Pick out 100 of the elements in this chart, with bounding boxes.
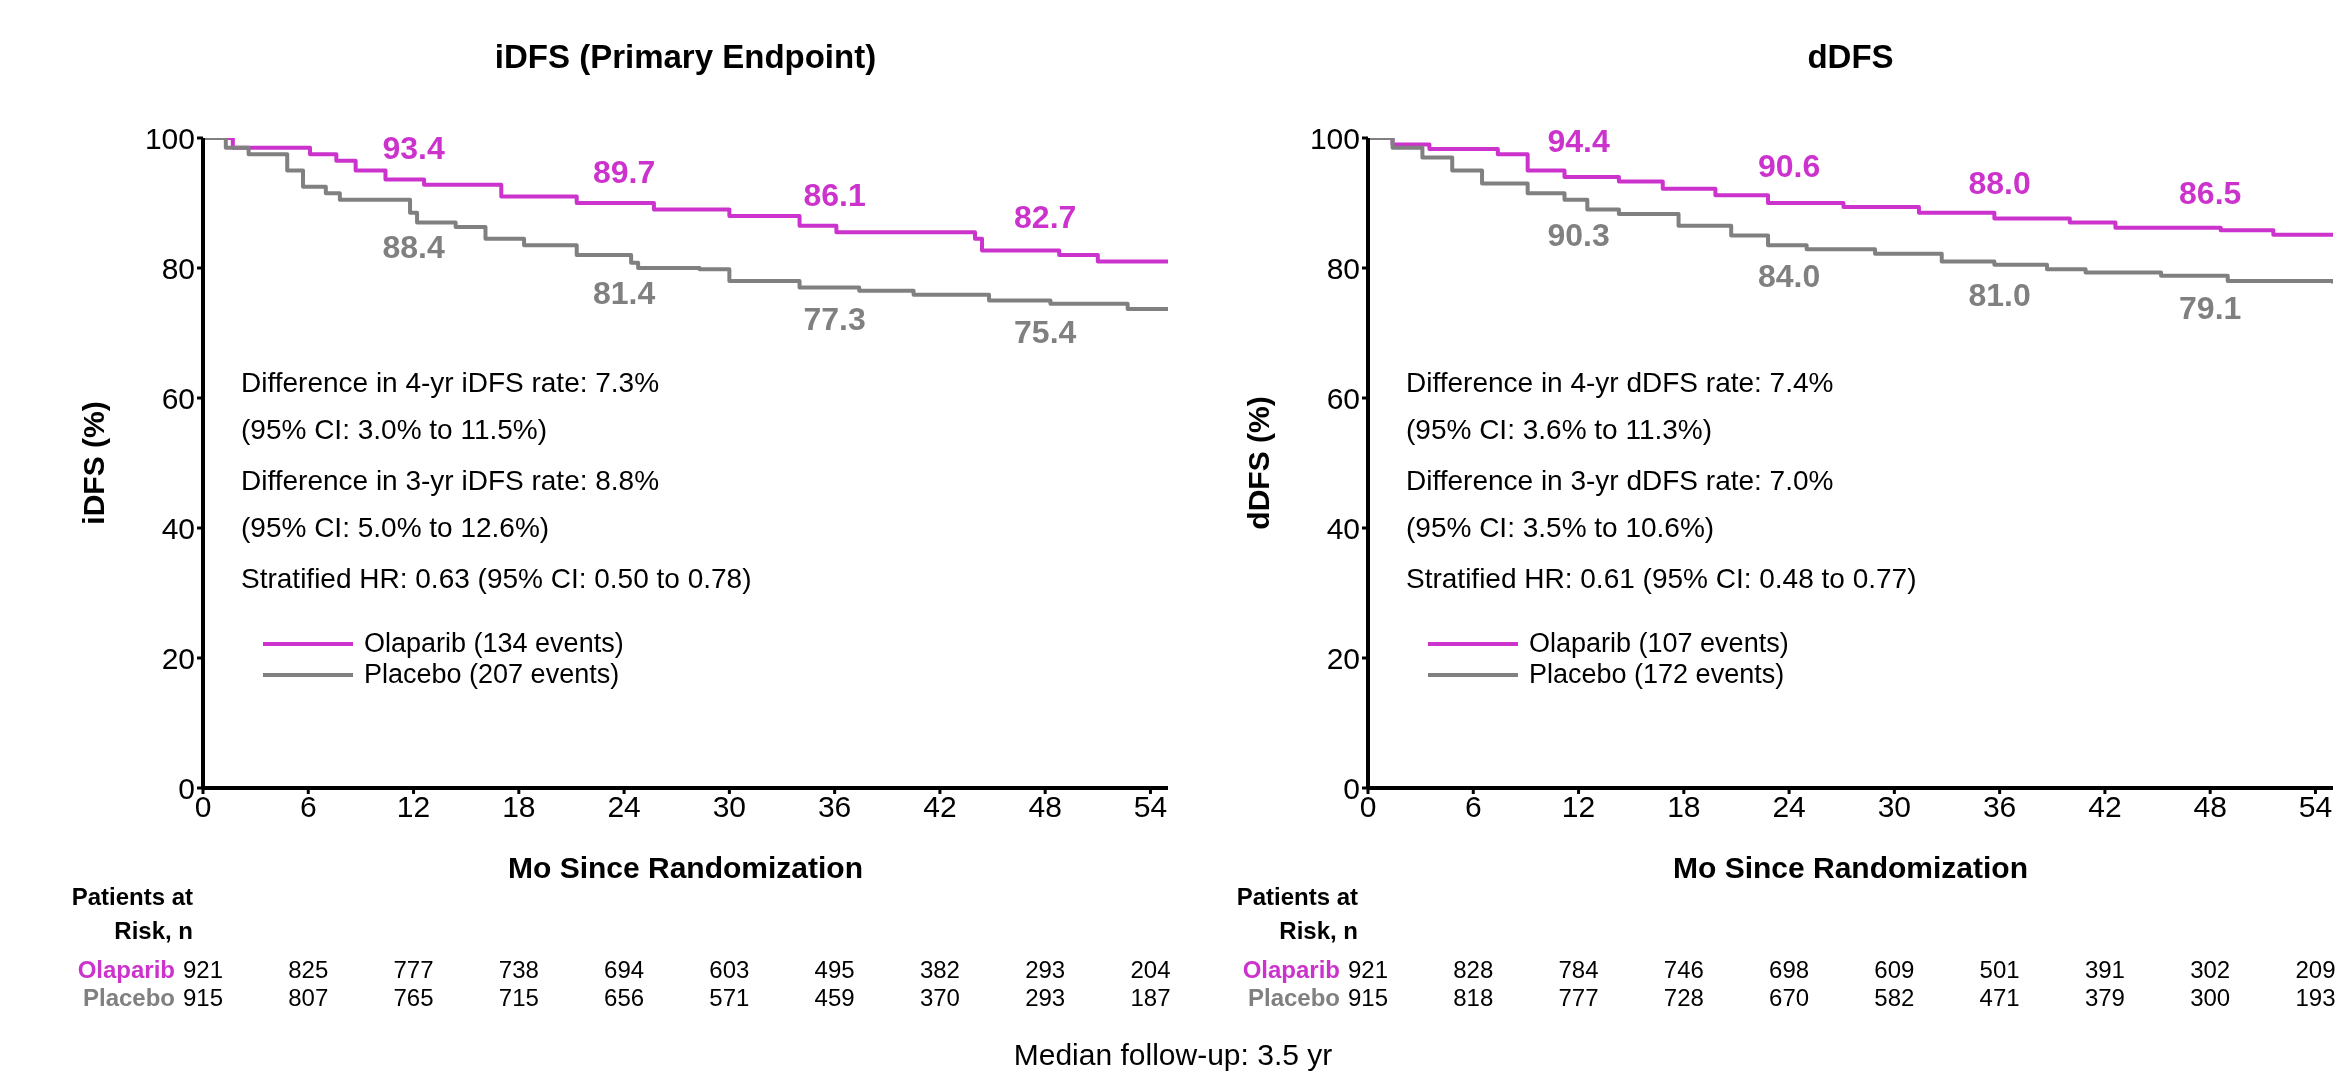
text: 746 <box>1663 956 1704 984</box>
x-tick-label: 6 <box>1464 790 1482 824</box>
x-tick-label: 30 <box>712 790 747 824</box>
annotation: 86.1 <box>803 177 866 214</box>
text: 571 <box>709 984 750 1012</box>
text: 921 <box>182 956 224 984</box>
annotation: 90.3 <box>1547 216 1610 253</box>
x-tick-label: 12 <box>396 790 431 824</box>
y-tick-label: 20 <box>161 641 195 675</box>
text: 728 <box>1663 984 1704 1012</box>
annotation: (95% CI: 3.0% to 11.5%) <box>241 413 549 447</box>
annotation: 75.4 <box>1014 313 1077 350</box>
y-axis-title: dDFS (%) <box>1241 396 1275 530</box>
y-axis-title: iDFS (%) <box>76 401 110 525</box>
annotation: 88.4 <box>382 229 445 266</box>
text: 391 <box>2084 956 2125 984</box>
x-tick-label: 48 <box>1028 790 1062 824</box>
y-tick-label: 100 <box>1309 121 1360 155</box>
text: 738 <box>498 956 539 984</box>
text: Placebo <box>1247 984 1340 1012</box>
x-tick-label: 6 <box>299 790 317 824</box>
annotation: 88.0 <box>1968 165 2031 201</box>
x-tick-label: 30 <box>1877 790 1912 824</box>
x-tick-label: 36 <box>817 790 852 824</box>
text: Median follow-up: 3.5 yr <box>1012 1038 1334 1072</box>
y-tick-label: 60 <box>1326 381 1360 415</box>
text: 300 <box>2190 984 2231 1012</box>
text: 609 <box>1874 956 1915 984</box>
text: Olaparib <box>1242 956 1340 984</box>
text: 915 <box>182 984 224 1012</box>
annotation: Difference in 3-yr dDFS rate: 7.0% <box>1406 464 1835 498</box>
x-axis-title: Mo Since Randomization <box>507 851 864 884</box>
legend-label: Olaparib (134 events) <box>364 628 624 659</box>
x-tick-label: 42 <box>2088 790 2122 824</box>
text: Placebo <box>82 984 175 1012</box>
x-tick-label: 18 <box>502 790 536 824</box>
y-tick-label: 20 <box>1326 641 1360 675</box>
y-tick-label: 40 <box>161 511 195 545</box>
annotation: 93.4 <box>382 129 445 166</box>
text: 807 <box>288 984 329 1012</box>
x-tick-label: 12 <box>1561 790 1596 824</box>
x-tick-label: 24 <box>1772 790 1806 824</box>
annotation: 94.4 <box>1547 123 1610 160</box>
annotation: (95% CI: 3.5% to 10.6%) <box>1406 511 1716 545</box>
annotation: (95% CI: 3.6% to 11.3%) <box>1406 413 1714 447</box>
text: 193 <box>2295 984 2336 1012</box>
text: 784 <box>1558 956 1599 984</box>
annotation: Stratified HR: 0.61 (95% CI: 0.48 to 0.77) <box>1406 562 1917 596</box>
annotation: Difference in 4-yr dDFS rate: 7.4% <box>1406 366 1835 400</box>
text: 187 <box>1130 984 1171 1012</box>
chart-title: dDFS <box>1806 38 1895 76</box>
x-axis-title: Mo Since Randomization <box>1672 851 2029 884</box>
annotation: 81.0 <box>1968 277 2031 314</box>
y-tick-label: 80 <box>1326 251 1360 285</box>
x-tick-label: 24 <box>607 790 641 824</box>
x-tick-label: 42 <box>923 790 957 824</box>
text: 370 <box>919 984 960 1012</box>
annotation: 84.0 <box>1757 257 1821 294</box>
text: 495 <box>814 956 855 984</box>
legend-label: Placebo (172 events) <box>1529 659 1785 690</box>
text: 293 <box>1025 956 1066 984</box>
annotation: Stratified HR: 0.63 (95% CI: 0.50 to 0.78) <box>241 562 752 596</box>
text: 694 <box>604 956 645 984</box>
annotation: Difference in 4-yr iDFS rate: 7.3% <box>241 366 661 400</box>
annotation: Difference in 3-yr iDFS rate: 8.8% <box>241 464 661 498</box>
chart-title: iDFS (Primary Endpoint) <box>493 38 878 76</box>
text: 656 <box>604 984 645 1012</box>
text: 204 <box>1130 956 1171 984</box>
text: 293 <box>1025 984 1066 1012</box>
text: 921 <box>1347 956 1389 984</box>
text: 459 <box>814 984 855 1012</box>
x-tick-label: 54 <box>2298 790 2333 824</box>
text: 501 <box>1979 956 2020 984</box>
text: 382 <box>919 956 960 984</box>
annotation: 82.7 <box>1014 199 1077 236</box>
annotation: 79.1 <box>2179 289 2242 326</box>
x-tick-label: 48 <box>2193 790 2227 824</box>
text: 777 <box>393 956 434 984</box>
text: 825 <box>288 956 329 984</box>
y-tick-label: 60 <box>161 381 195 415</box>
text: 765 <box>393 984 434 1012</box>
text: 302 <box>2190 956 2231 984</box>
annotation: (95% CI: 5.0% to 12.6%) <box>241 511 551 545</box>
text: 209 <box>2295 956 2336 984</box>
x-tick-label: 18 <box>1667 790 1701 824</box>
text: 777 <box>1558 984 1599 1012</box>
text: 379 <box>2084 984 2125 1012</box>
text: 915 <box>1347 984 1389 1012</box>
text: 828 <box>1453 956 1494 984</box>
annotation: 86.5 <box>2179 174 2242 211</box>
text: 582 <box>1874 984 1915 1012</box>
text: 471 <box>1979 984 2020 1012</box>
x-tick-label: 36 <box>1982 790 2017 824</box>
annotation: 89.7 <box>592 153 656 190</box>
text: Olaparib <box>77 956 175 984</box>
x-tick-label: 54 <box>1133 790 1168 824</box>
annotation: 81.4 <box>592 274 656 311</box>
y-tick-label: 100 <box>144 121 195 155</box>
annotation: 77.3 <box>803 301 866 338</box>
legend-label: Olaparib (107 events) <box>1529 628 1789 659</box>
